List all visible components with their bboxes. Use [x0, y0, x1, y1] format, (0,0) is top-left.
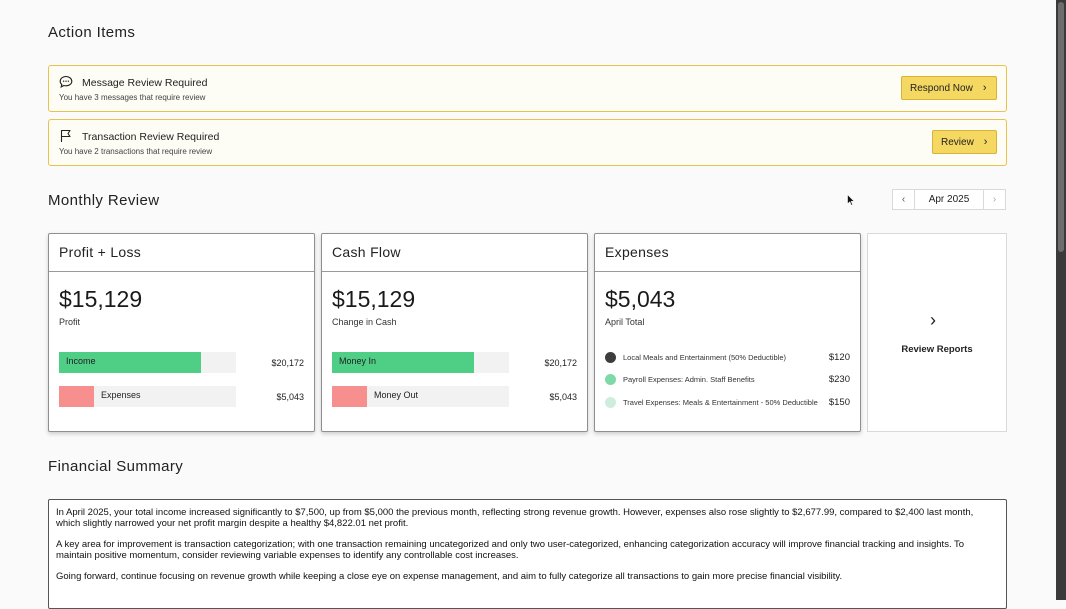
card-title: Cash Flow [322, 234, 587, 272]
summary-paragraph: A key area for improvement is transactio… [56, 539, 965, 561]
card-title: Profit + Loss [49, 234, 314, 272]
money-in-bar-fill [332, 352, 474, 373]
respond-now-label: Respond Now [910, 82, 973, 94]
expenses-bar: Expenses [59, 386, 236, 407]
expense-value: $230 [828, 374, 850, 385]
legend-dot [605, 397, 616, 408]
legend-dot [605, 374, 616, 385]
expense-name: Travel Expenses: Meals & Entertainment -… [623, 398, 818, 407]
money-out-bar: Money Out [332, 386, 509, 407]
expense-item: Local Meals and Entertainment (50% Deduc… [605, 351, 850, 365]
income-bar: Income [59, 352, 236, 373]
chevron-right-icon: › [930, 310, 936, 330]
alert-subtitle: You have 3 messages that require review [59, 93, 206, 102]
expenses-value: $5,043 [276, 392, 304, 402]
respond-now-button[interactable]: Respond Now › [901, 76, 997, 100]
financial-summary-title: Financial Summary [48, 458, 184, 475]
expense-value: $120 [828, 352, 850, 363]
action-items-title: Action Items [48, 24, 136, 41]
income-value: $20,172 [271, 358, 304, 368]
money-in-value: $20,172 [544, 358, 577, 368]
review-reports-label: Review Reports [901, 344, 973, 355]
review-label: Review [941, 136, 974, 148]
summary-paragraph: Going forward, continue focusing on reve… [56, 571, 843, 582]
current-month: Apr 2025 [928, 194, 970, 205]
message-bubble-icon [59, 75, 73, 88]
alert-title: Transaction Review Required [82, 131, 220, 143]
expenses-bar-fill [59, 386, 95, 407]
vertical-scrollbar[interactable] [1056, 0, 1066, 600]
mouse-cursor-icon [847, 194, 855, 206]
card-title: Expenses [595, 234, 860, 272]
summary-paragraph: In April 2025, your total income increas… [56, 507, 974, 529]
monthly-review-title: Monthly Review [48, 192, 160, 209]
profit-amount: $15,129 [59, 286, 143, 312]
chevron-right-icon: › [982, 82, 987, 94]
chevron-right-icon: › [983, 136, 988, 148]
chevron-left-icon: ‹ [901, 194, 906, 205]
cash-change-label: Change in Cash [332, 317, 397, 327]
expense-name: Local Meals and Entertainment (50% Deduc… [623, 353, 787, 362]
expenses-total-label: April Total [605, 317, 645, 327]
alert-title: Message Review Required [82, 77, 208, 89]
expense-value: $150 [828, 397, 850, 408]
next-month-button[interactable]: › [983, 190, 1005, 209]
cash-change-amount: $15,129 [332, 286, 416, 312]
money-in-bar: Money In [332, 352, 509, 373]
review-button[interactable]: Review › [932, 130, 997, 154]
expense-name: Payroll Expenses: Admin. Staff Benefits [623, 375, 755, 384]
review-reports-button[interactable]: › Review Reports [867, 233, 1007, 432]
profit-label: Profit [59, 317, 81, 327]
money-out-label: Money Out [374, 390, 419, 400]
month-selector: ‹ Apr 2025 › [892, 189, 1006, 210]
legend-dot [605, 352, 616, 363]
chevron-right-icon: › [992, 194, 997, 205]
flag-icon [60, 129, 71, 142]
expenses-amount: $5,043 [605, 286, 676, 312]
money-out-bar-fill [332, 386, 368, 407]
scrollbar-thumb[interactable] [1058, 2, 1064, 252]
profit-loss-card[interactable]: Profit + Loss $15,129 Profit Income $20,… [48, 233, 315, 432]
expenses-label: Expenses [101, 390, 141, 400]
expenses-card[interactable]: Expenses $5,043 April Total Local Meals … [594, 233, 861, 432]
transaction-review-alert: Transaction Review Required You have 2 t… [48, 119, 1007, 166]
cash-flow-card[interactable]: Cash Flow $15,129 Change in Cash Money I… [321, 233, 588, 432]
financial-summary-text: In April 2025, your total income increas… [48, 499, 1007, 609]
money-in-label: Money In [339, 356, 377, 366]
message-review-alert: Message Review Required You have 3 messa… [48, 65, 1007, 112]
previous-month-button[interactable]: ‹ [893, 190, 915, 209]
income-label: Income [66, 356, 96, 366]
expense-item: Travel Expenses: Meals & Entertainment -… [605, 396, 850, 410]
income-bar-fill [59, 352, 201, 373]
expense-item: Payroll Expenses: Admin. Staff Benefits … [605, 373, 850, 387]
alert-subtitle: You have 2 transactions that require rev… [59, 147, 213, 156]
money-out-value: $5,043 [549, 392, 577, 402]
